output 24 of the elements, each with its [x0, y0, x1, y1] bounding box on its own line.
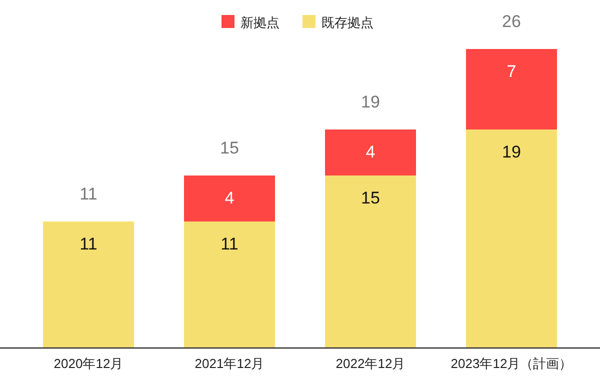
bar	[325, 130, 416, 176]
x-tick-label: 2020年12月	[54, 356, 124, 371]
data-label: 11	[220, 234, 238, 254]
data-label: 4	[224, 188, 234, 208]
x-tick-label: 2023年12月（計画）	[450, 356, 572, 371]
total-label: 15	[220, 138, 239, 158]
legend-label: 新拠点	[240, 15, 280, 30]
bar	[325, 176, 416, 348]
x-tick-label: 2021年12月	[194, 356, 264, 371]
bar	[466, 130, 557, 348]
bar	[43, 222, 134, 348]
total-label: 19	[361, 92, 380, 112]
bar	[184, 222, 275, 348]
x-tick-label: 2022年12月	[336, 356, 406, 371]
data-label: 4	[366, 142, 376, 162]
data-label: 7	[506, 62, 516, 81]
total-label: 26	[502, 12, 521, 31]
bar	[466, 49, 557, 130]
total-label: 11	[80, 184, 98, 204]
data-label: 15	[361, 188, 380, 208]
data-label: 11	[80, 234, 98, 254]
data-label: 19	[502, 142, 521, 162]
bar	[184, 176, 275, 222]
legend-label: 既存拠点	[322, 15, 374, 30]
